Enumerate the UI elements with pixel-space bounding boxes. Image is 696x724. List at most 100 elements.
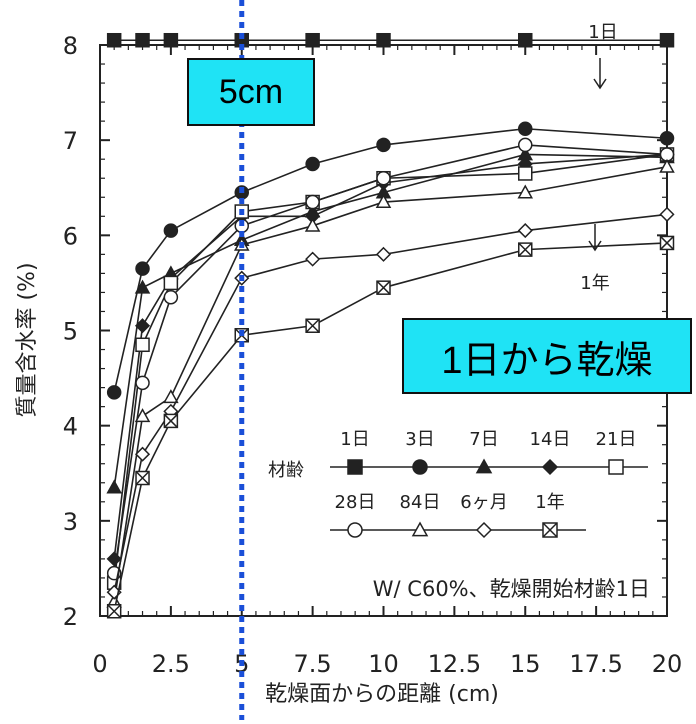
- legend-marker: [412, 459, 428, 475]
- data-point: [135, 470, 150, 486]
- legend-label: 1日: [340, 429, 369, 450]
- data-point: [106, 32, 122, 48]
- callout-drying-start: 1日から乾燥: [402, 318, 692, 394]
- data-point: [135, 337, 150, 353]
- data-point: [659, 206, 675, 222]
- data-point: [376, 170, 391, 186]
- data-point: [518, 166, 533, 181]
- legend: 材齢 1日 3日 7日 14日 21日 28日 84日 6ヶ月 1年: [268, 429, 648, 539]
- legend-label: 7日: [469, 429, 498, 450]
- series-line: [113, 213, 668, 593]
- x-tick-label: 2.5: [152, 650, 190, 678]
- y-tick-label: 3: [63, 508, 78, 536]
- x-tick-label: 10: [368, 650, 399, 678]
- legend-marker: [475, 458, 493, 474]
- data-point: [659, 158, 675, 173]
- legend-marker: [347, 522, 363, 538]
- series-8: [106, 206, 675, 600]
- data-point: [106, 479, 122, 494]
- series-1: [106, 32, 675, 48]
- data-point: [376, 280, 391, 295]
- data-point: [659, 131, 675, 146]
- data-point: [518, 121, 533, 136]
- legend-marker: [541, 458, 559, 476]
- data-point: [106, 385, 122, 400]
- data-point: [305, 32, 320, 48]
- series-line: [113, 127, 668, 393]
- legend-label: 6ヶ月: [460, 492, 507, 513]
- legend-marker: [475, 521, 493, 539]
- data-point: [375, 246, 392, 262]
- x-tick-label: 15: [510, 650, 541, 678]
- data-point: [518, 32, 533, 48]
- data-point: [135, 261, 150, 276]
- data-point: [106, 551, 122, 567]
- legend-label: 21日: [596, 429, 637, 450]
- legend-marker: [542, 522, 558, 538]
- arrow-1day-icon: [593, 58, 607, 90]
- legend-label: 28日: [335, 492, 376, 513]
- data-point: [163, 223, 179, 238]
- arrow-1year-icon: [588, 224, 602, 252]
- x-tick-label: 12.5: [428, 650, 481, 678]
- data-point: [163, 389, 179, 404]
- data-point: [305, 194, 320, 210]
- data-point: [134, 318, 151, 334]
- legend-label: 84日: [400, 492, 441, 513]
- data-point: [376, 32, 391, 48]
- data-point: [375, 193, 392, 208]
- data-point: [135, 32, 150, 48]
- y-axis-title: 質量含水率 (%): [15, 262, 40, 417]
- x-tick-label: 20: [652, 650, 683, 678]
- legend-marker: [411, 521, 429, 537]
- legend-label: 3日: [405, 429, 434, 450]
- data-point: [305, 251, 321, 267]
- series-line: [113, 242, 668, 612]
- data-point: [163, 275, 179, 291]
- y-tick-label: 7: [63, 127, 78, 155]
- data-point: [304, 217, 321, 232]
- data-point: [659, 32, 675, 48]
- x-tick-label: 17.5: [569, 650, 622, 678]
- data-point: [163, 413, 179, 429]
- data-point: [163, 289, 179, 305]
- data-point: [134, 279, 151, 294]
- series-layer: [106, 32, 675, 619]
- data-point: [134, 408, 151, 423]
- legend-marker: [347, 459, 363, 475]
- data-point: [163, 32, 179, 48]
- legend-marker: [608, 459, 624, 475]
- data-point: [135, 375, 150, 391]
- y-tick-label: 4: [63, 413, 78, 441]
- data-point: [134, 446, 151, 462]
- y-tick-label: 6: [63, 222, 78, 250]
- legend-label: 1年: [535, 492, 564, 513]
- data-point: [518, 242, 533, 257]
- label-1day: 1日: [588, 22, 617, 43]
- legend-label: 14日: [530, 429, 571, 450]
- series-6: [106, 137, 675, 581]
- series-line: [113, 144, 668, 574]
- data-point: [517, 184, 534, 199]
- callout-5cm: 5cm: [187, 58, 315, 126]
- series-line: [113, 153, 668, 488]
- data-point: [376, 137, 391, 153]
- x-tick-label: 7.5: [294, 650, 332, 678]
- data-point: [305, 156, 320, 172]
- y-tick-label: 8: [63, 32, 78, 60]
- y-tick-label: 5: [63, 318, 78, 346]
- data-point: [659, 235, 675, 251]
- label-1year: 1年: [580, 273, 609, 294]
- y-tick-label: 2: [63, 603, 78, 631]
- series-line: [113, 153, 668, 583]
- series-line: [113, 153, 668, 559]
- x-tick-label: 0: [92, 650, 107, 678]
- x-axis-title: 乾燥面からの距離 (cm): [265, 682, 499, 707]
- data-point: [518, 137, 533, 153]
- legend-title: 材齢: [268, 460, 304, 481]
- data-point: [517, 223, 533, 239]
- condition-label: W/ C60%、乾燥開始材齢1日: [373, 577, 650, 601]
- data-point: [106, 603, 122, 619]
- data-point: [305, 318, 320, 333]
- series-9: [106, 235, 675, 619]
